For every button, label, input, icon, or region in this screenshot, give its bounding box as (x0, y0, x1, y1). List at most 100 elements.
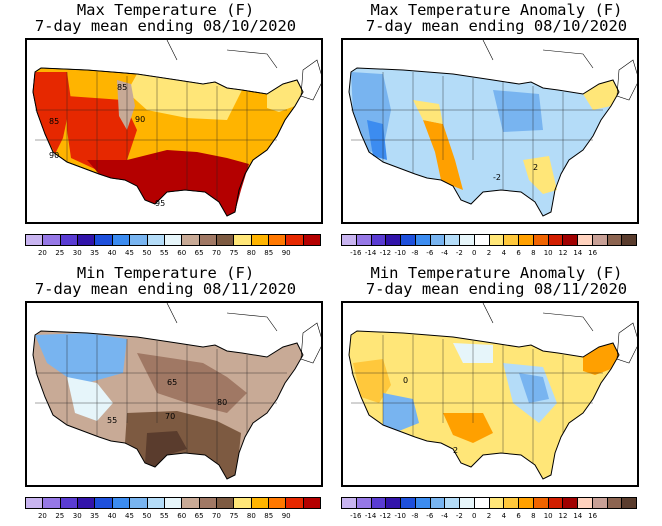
colorbar-tick-label: -10 (394, 512, 406, 520)
colorbar-swatch (622, 498, 636, 508)
colorbar-tick-label: 75 (229, 249, 239, 257)
colorbar-swatch (60, 498, 79, 508)
colorbar-tick-label: -14 (364, 249, 377, 257)
colorbar-swatch (474, 235, 490, 245)
plains-mid-region (137, 353, 247, 413)
colorbar-swatch (199, 498, 217, 508)
colorbar-tick-label: -2 (455, 249, 463, 257)
ohio-valley-blue-region (519, 373, 549, 403)
colorbar-tick-label: 16 (588, 249, 598, 257)
colorbar-tick-label: 65 (194, 249, 204, 257)
colorbar-swatch (401, 235, 416, 245)
map-min-temperature: 65 55 70 80 (25, 301, 323, 487)
panel-min-temperature-anomaly: Min Temperature Anomaly (F) 7-day mean e… (331, 263, 662, 526)
colorbar-ticks: 20 25 30 35 40 45 50 55 60 65 70 75 80 85 90 (25, 249, 321, 259)
colorbar-tick-label: -8 (411, 512, 419, 520)
colorbar-swatch (474, 498, 490, 508)
us-border (348, 67, 620, 217)
colorbar-tick-label: 4 (501, 512, 507, 520)
contour-label: 85 (117, 83, 127, 92)
colorbar-swatch (269, 235, 287, 245)
colorbar-swatch (533, 235, 549, 245)
colorbar-swatch (130, 498, 148, 508)
colorbar-tick-label: 40 (107, 512, 117, 520)
colorbar-tick-label: 45 (125, 249, 134, 257)
colorbar-swatch (251, 235, 270, 245)
colorbar-tick-label: 90 (281, 249, 291, 257)
colorbar-swatch (147, 498, 165, 508)
rockies-cool-region (117, 80, 135, 130)
midwest-cool-region (493, 90, 543, 132)
colorbar-swatch (607, 235, 623, 245)
colorbar-swatch (286, 235, 304, 245)
colorbar-swatch (216, 235, 235, 245)
colorbar-tick-label: -2 (455, 512, 463, 520)
us-border (348, 330, 620, 480)
colorbar-swatch (504, 498, 519, 508)
contour-label: 80 (217, 398, 227, 407)
great-basin-light-region (67, 377, 113, 421)
colorbar-tick-label: 12 (558, 512, 568, 520)
texas-hot-region (443, 413, 493, 443)
colorbar-swatch (147, 235, 165, 245)
colorbar-tick-label: 30 (72, 512, 82, 520)
colorbar-tick-label: 40 (107, 249, 117, 257)
colorbar-tick-label: 35 (90, 249, 100, 257)
north-plains-region (127, 74, 242, 120)
colorbar-swatch (563, 235, 578, 245)
colorbar-tick-label: 60 (177, 512, 187, 520)
panel-title-line1: Max Temperature Anomaly (F) (370, 1, 623, 19)
colorbar-tick-label: 80 (246, 512, 256, 520)
state-lines (35, 72, 287, 200)
colorbar-swatch (504, 235, 519, 245)
colorbar-swatch (563, 498, 578, 508)
colorbar-swatch (592, 498, 608, 508)
colorbar-ticks: -16 -14 -12 -10 -8 -6 -4 -2 0 2 4 6 8 10 12 14 16 (341, 249, 637, 259)
map-max-temperature: 85 85 90 90 95 (25, 38, 323, 224)
colorbar-tick-label: 16 (588, 512, 598, 520)
colorbar-tick-label: 55 (159, 249, 169, 257)
colorbar-max-temperature-anomaly (341, 234, 637, 246)
colorbar-tick-label: 30 (72, 249, 82, 257)
contour-label: 70 (165, 412, 175, 421)
colorbar-swatch (356, 498, 372, 508)
us-land-area (349, 68, 619, 216)
northeast-region (267, 80, 303, 112)
colorbar-swatch (342, 235, 357, 245)
colorbar-swatch (234, 235, 252, 245)
colorbar-swatch (415, 498, 431, 508)
colorbar-swatch (430, 498, 446, 508)
colorbar-tick-label: 20 (37, 249, 47, 257)
coastline-outlines (482, 303, 637, 364)
contour-label: 90 (49, 151, 59, 160)
map-max-temperature-anomaly: 2 -2 (341, 38, 639, 224)
colorbar-tick-label: 85 (264, 512, 274, 520)
state-lines (351, 72, 603, 200)
coastline-outlines (166, 40, 321, 101)
colorbar-tick-label: -8 (411, 249, 419, 257)
colorbar-swatch (182, 235, 200, 245)
colorbar-tick-label: 12 (558, 249, 568, 257)
panel-title-line2: 7-day mean ending 08/10/2020 (365, 17, 628, 35)
colorbar-swatch (489, 235, 505, 245)
colorbar-tick-label: 45 (125, 512, 134, 520)
state-lines (351, 335, 603, 463)
colorbar-swatch (519, 235, 534, 245)
colorbar-swatch (622, 235, 636, 245)
colorbar-tick-label: -14 (364, 512, 377, 520)
colorbar-swatch (386, 498, 401, 508)
colorbar-swatch (548, 498, 564, 508)
northwest-cool-region (35, 333, 127, 383)
colorbar-min-temperature-anomaly (341, 497, 637, 509)
colorbar-swatch (269, 498, 287, 508)
max-temp-contour-labels: 85 85 90 90 95 (49, 83, 165, 208)
colorbar-tick-label: -4 (441, 512, 449, 520)
panel-max-temperature-anomaly: Max Temperature Anomaly (F) 7-day mean e… (331, 0, 662, 263)
colorbar-swatch (78, 498, 96, 508)
colorbar-swatch (234, 498, 252, 508)
colorbar-tick-label: 10 (543, 249, 553, 257)
colorbar-swatch (592, 235, 608, 245)
colorbar-tick-label: 2 (486, 249, 492, 257)
colorbar-min-temperature (25, 497, 321, 509)
colorbar-swatch (519, 498, 534, 508)
